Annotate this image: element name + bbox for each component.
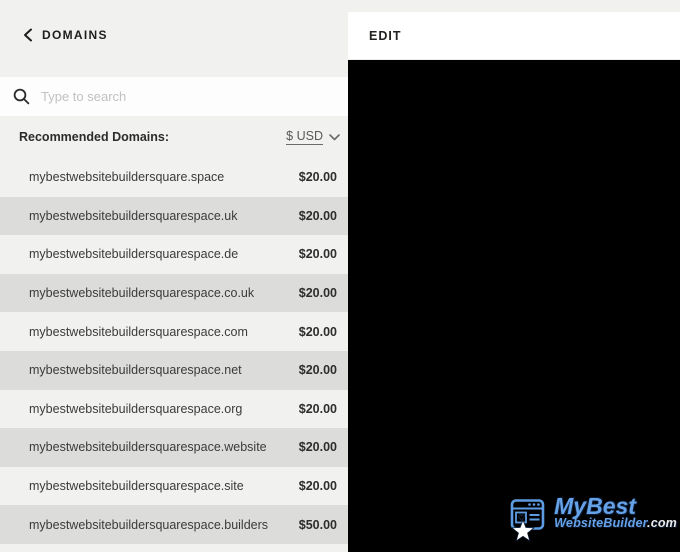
chevron-left-icon <box>23 28 33 42</box>
recommended-label: Recommended Domains: <box>19 130 170 144</box>
site-preview-area: ♡ MyBest WebsiteBuilder.com <box>348 60 680 552</box>
domain-name: mybestwebsitebuildersquare.space <box>29 170 225 185</box>
domain-name: mybestwebsitebuildersquarespace.site <box>29 479 244 494</box>
watermark-text: MyBest WebsiteBuilder.com <box>554 495 677 530</box>
domain-row[interactable]: mybestwebsitebuildersquarespace.org $20.0… <box>0 390 348 429</box>
domain-row[interactable]: mybestwebsitebuildersquarespace.uk $20.00 <box>0 196 348 236</box>
domain-list: mybestwebsitebuildersquare.space $20.00 my… <box>0 158 348 544</box>
domain-row[interactable]: mybestwebsitebuildersquarespace.com $20.0… <box>0 312 348 351</box>
domain-price: $20.00 <box>298 440 337 455</box>
domain-row[interactable]: mybestwebsitebuildersquarespace.website $… <box>0 428 348 467</box>
domain-name: mybestwebsitebuildersquarespace.de <box>29 247 239 262</box>
edit-title: EDIT <box>369 28 402 43</box>
domain-price: $20.00 <box>298 247 337 262</box>
domain-name: mybestwebsitebuildersquarespace.com <box>29 324 248 339</box>
domain-name: mybestwebsitebuildersquarespace.builders <box>29 517 269 532</box>
domain-row[interactable]: mybestwebsitebuildersquarespace.net $20.0… <box>0 350 348 390</box>
browser-window-star-icon: ♡ <box>509 497 549 548</box>
watermark-brand-bottom: WebsiteBuilder.com <box>554 516 677 530</box>
domain-price: $20.00 <box>298 286 337 301</box>
currency-value: $ USD <box>286 129 323 145</box>
domain-price: $50.00 <box>298 517 337 532</box>
back-label: DOMAINS <box>42 28 108 42</box>
domain-name: mybestwebsitebuildersquarespace.net <box>29 363 242 378</box>
currency-dropdown[interactable]: $ USD <box>286 116 340 158</box>
recommended-domains-header: Recommended Domains: $ USD <box>0 116 348 158</box>
edit-header-bar: EDIT <box>348 12 680 60</box>
domain-price: $20.00 <box>298 363 337 378</box>
domain-row[interactable]: mybestwebsitebuildersquarespace.builders… <box>0 505 348 544</box>
domain-price: $20.00 <box>298 479 337 494</box>
back-to-domains-button[interactable]: DOMAINS <box>23 28 108 42</box>
search-icon <box>13 88 30 105</box>
domains-panel: DOMAINS Recommended Domains: $ USD mybes… <box>0 28 348 544</box>
domain-price: $20.00 <box>298 208 337 223</box>
domain-price: $20.00 <box>298 324 337 339</box>
domain-row[interactable]: mybestwebsitebuildersquarespace.de $20.00 <box>0 235 348 274</box>
mybest-websitebuilder-watermark: ♡ MyBest WebsiteBuilder.com <box>509 495 677 548</box>
domain-row[interactable]: mybestwebsitebuildersquare.space $20.00 <box>0 158 348 197</box>
svg-text:♡: ♡ <box>518 514 525 523</box>
domain-name: mybestwebsitebuildersquarespace.uk <box>29 208 238 223</box>
domain-row[interactable]: mybestwebsitebuildersquarespace.site $20.… <box>0 467 348 506</box>
domain-name: mybestwebsitebuildersquarespace.website <box>29 440 267 455</box>
domain-price: $20.00 <box>298 401 337 416</box>
watermark-brand-top: MyBest <box>554 493 636 519</box>
domain-name: mybestwebsitebuildersquarespace.co.uk <box>29 286 255 301</box>
search-input[interactable] <box>41 89 321 104</box>
domain-search-bar <box>0 77 348 116</box>
chevron-down-icon <box>329 128 340 146</box>
domain-row[interactable]: mybestwebsitebuildersquarespace.co.uk $20… <box>0 273 348 313</box>
domain-name: mybestwebsitebuildersquarespace.org <box>29 401 243 416</box>
domain-price: $20.00 <box>298 170 337 185</box>
